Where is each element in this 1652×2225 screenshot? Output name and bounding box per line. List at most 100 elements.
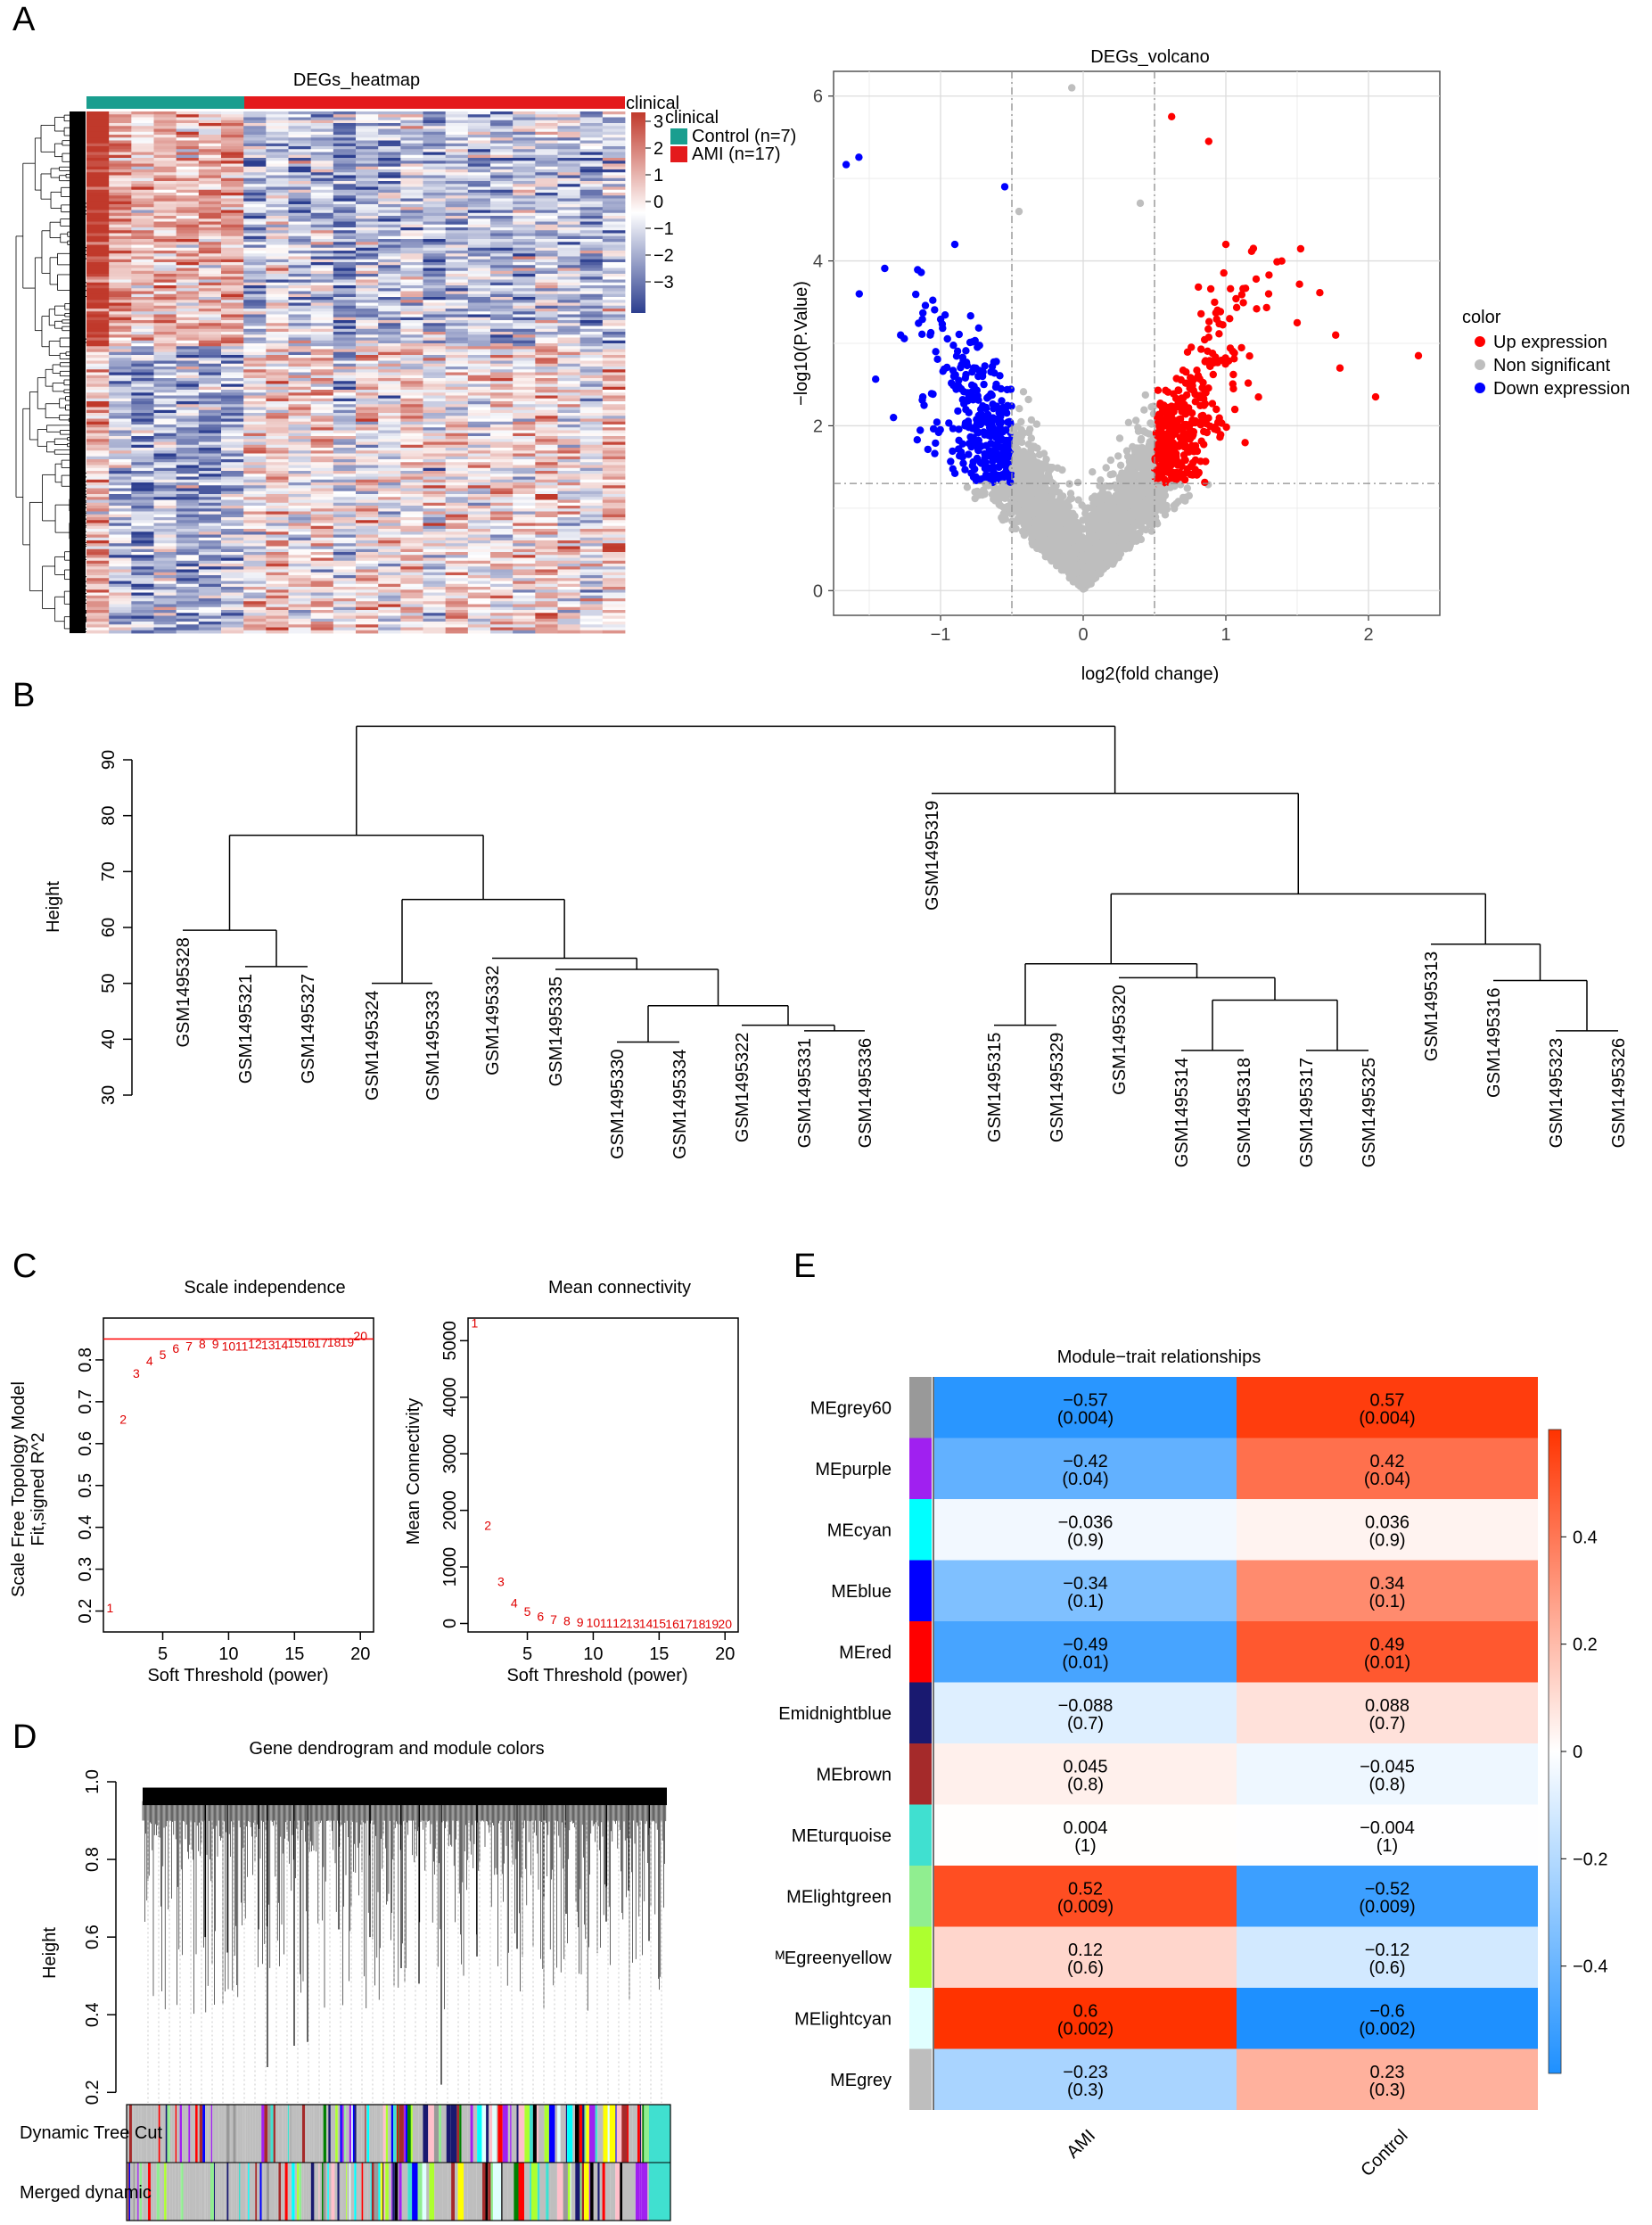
heatmap-cell	[266, 392, 289, 396]
heatmap-cell	[109, 564, 132, 567]
heatmap-cell	[266, 131, 289, 136]
heatmap-cell	[400, 256, 423, 260]
heatmap-cell	[86, 149, 110, 152]
heatmap-cell	[176, 143, 200, 147]
heatmap-cell	[221, 270, 244, 275]
heatmap-cell	[109, 598, 132, 602]
heatmap-cell	[131, 259, 154, 263]
heatmap-cell	[86, 416, 110, 419]
heatmap-cell	[467, 349, 491, 353]
heatmap-cell	[535, 111, 558, 115]
heatmap-cell	[535, 444, 558, 449]
heatmap-cell	[535, 230, 558, 234]
heatmap-cell	[602, 474, 626, 477]
heatmap-cell	[400, 546, 423, 550]
heatmap-cell	[557, 532, 581, 535]
heatmap-cell	[445, 128, 469, 133]
heatmap-cell	[378, 494, 401, 498]
heatmap-cell	[153, 589, 177, 593]
heatmap-cell	[288, 198, 312, 202]
heatmap-cell	[579, 169, 604, 173]
heatmap-cell	[535, 543, 558, 547]
heatmap-cell	[490, 575, 514, 579]
heatmap-cell	[579, 456, 604, 460]
heatmap-cell	[467, 413, 491, 416]
heatmap-cell	[557, 317, 581, 321]
heatmap-cell	[288, 572, 312, 576]
heatmap-cell	[176, 392, 200, 396]
heatmap-cell	[221, 444, 244, 449]
heatmap-cell	[400, 163, 423, 168]
heatmap-cell	[153, 502, 177, 507]
heatmap-cell	[378, 525, 401, 530]
heatmap-cell	[221, 583, 244, 588]
heatmap-cell	[579, 624, 604, 628]
heatmap-cell	[579, 525, 604, 530]
heatmap-cell	[198, 355, 222, 358]
heatmap-cell	[356, 564, 379, 567]
heatmap-cell	[467, 564, 491, 567]
heatmap-cell	[423, 311, 447, 315]
heatmap-cell	[445, 137, 469, 141]
heatmap-cell	[400, 390, 423, 393]
heatmap-cell	[86, 456, 110, 460]
heatmap-cell	[176, 462, 200, 466]
heatmap-cell	[356, 268, 379, 272]
heatmap-cell	[445, 242, 469, 245]
heatmap-cell	[333, 517, 357, 521]
heatmap-cell	[131, 398, 154, 402]
heatmap-cell	[243, 548, 267, 553]
heatmap-cell	[221, 598, 244, 602]
heatmap-cell	[310, 158, 334, 161]
heatmap-cell	[378, 355, 401, 358]
heatmap-cell	[378, 242, 401, 245]
heatmap-cell	[467, 372, 491, 376]
heatmap-cell	[221, 589, 244, 593]
heatmap-cell	[602, 314, 626, 318]
heatmap-cell	[243, 166, 267, 170]
heatmap-cell	[310, 413, 334, 416]
heatmap-cell	[513, 416, 536, 419]
heatmap-cell	[266, 285, 289, 289]
heatmap-cell	[467, 407, 491, 411]
heatmap-cell	[467, 392, 491, 396]
heatmap-cell	[445, 459, 469, 463]
heatmap-cell	[109, 511, 132, 515]
heatmap-cell	[176, 152, 200, 156]
heatmap-cell	[378, 482, 401, 486]
heatmap-cell	[333, 482, 357, 486]
heatmap-cell	[602, 363, 626, 367]
heatmap-cell	[176, 332, 200, 335]
heatmap-cell	[423, 398, 447, 402]
heatmap-cell	[243, 253, 267, 257]
heatmap-cell	[243, 450, 267, 454]
heatmap-cell	[378, 186, 401, 191]
heatmap-cell	[513, 320, 536, 324]
heatmap-cell	[310, 334, 334, 338]
heatmap-cell	[288, 154, 312, 159]
heatmap-cell	[109, 311, 132, 315]
heatmap-cell	[153, 587, 177, 590]
heatmap-cell	[423, 610, 447, 614]
heatmap-cell	[356, 474, 379, 477]
heatmap-cell	[400, 262, 423, 266]
heatmap-cell	[423, 268, 447, 272]
heatmap-cell	[266, 534, 289, 539]
heatmap-cell	[288, 587, 312, 590]
heatmap-cell	[557, 305, 581, 309]
heatmap-cell	[423, 453, 447, 457]
heatmap-cell	[423, 114, 447, 118]
heatmap-cell	[378, 618, 401, 622]
heatmap-cell	[378, 326, 401, 330]
heatmap-cell	[333, 137, 357, 141]
heatmap-cell	[109, 514, 132, 518]
heatmap-cell	[490, 479, 514, 483]
heatmap-cell	[490, 552, 514, 556]
heatmap-cell	[579, 181, 604, 185]
heatmap-cell	[467, 534, 491, 539]
heatmap-cell	[423, 436, 447, 440]
heatmap-cell	[86, 146, 110, 150]
heatmap-cell	[513, 358, 536, 361]
heatmap-cell	[198, 186, 222, 191]
